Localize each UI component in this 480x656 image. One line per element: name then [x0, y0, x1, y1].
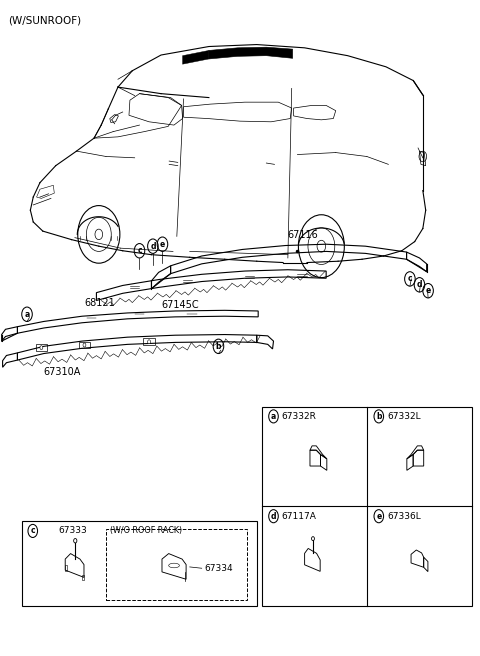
- Text: 67116: 67116: [288, 230, 319, 239]
- Bar: [22, 521, 257, 606]
- Circle shape: [40, 346, 43, 350]
- Text: c: c: [30, 526, 35, 535]
- Text: 67332L: 67332L: [387, 412, 420, 421]
- Bar: [36, 344, 47, 351]
- Text: 67145C: 67145C: [161, 300, 199, 310]
- Text: 67336L: 67336L: [387, 512, 420, 521]
- Text: c: c: [137, 246, 142, 255]
- Polygon shape: [209, 47, 293, 59]
- Circle shape: [73, 539, 77, 543]
- Circle shape: [312, 537, 314, 541]
- Text: b: b: [216, 342, 221, 351]
- Bar: [106, 529, 247, 600]
- Bar: [262, 407, 472, 606]
- Text: b: b: [376, 412, 382, 421]
- Text: d: d: [271, 512, 276, 521]
- Text: c: c: [408, 274, 412, 283]
- Text: e: e: [160, 239, 165, 249]
- Text: e: e: [425, 286, 431, 295]
- Text: a: a: [24, 310, 30, 319]
- Text: 68121: 68121: [84, 298, 115, 308]
- Text: 67333: 67333: [58, 526, 87, 535]
- Text: 67332R: 67332R: [282, 412, 316, 421]
- Text: d: d: [417, 280, 422, 289]
- Polygon shape: [182, 51, 209, 64]
- Text: 67310A: 67310A: [44, 367, 81, 377]
- Bar: [144, 338, 155, 345]
- Circle shape: [148, 340, 151, 344]
- Text: e: e: [376, 512, 382, 521]
- Text: (W/SUNROOF): (W/SUNROOF): [8, 15, 81, 25]
- Text: 67334: 67334: [204, 564, 233, 573]
- Text: 67117A: 67117A: [282, 512, 316, 521]
- Bar: [79, 342, 90, 348]
- Text: (W/O ROOF RACK): (W/O ROOF RACK): [110, 526, 182, 535]
- Text: d: d: [150, 241, 156, 251]
- Circle shape: [83, 343, 86, 347]
- Text: a: a: [271, 412, 276, 421]
